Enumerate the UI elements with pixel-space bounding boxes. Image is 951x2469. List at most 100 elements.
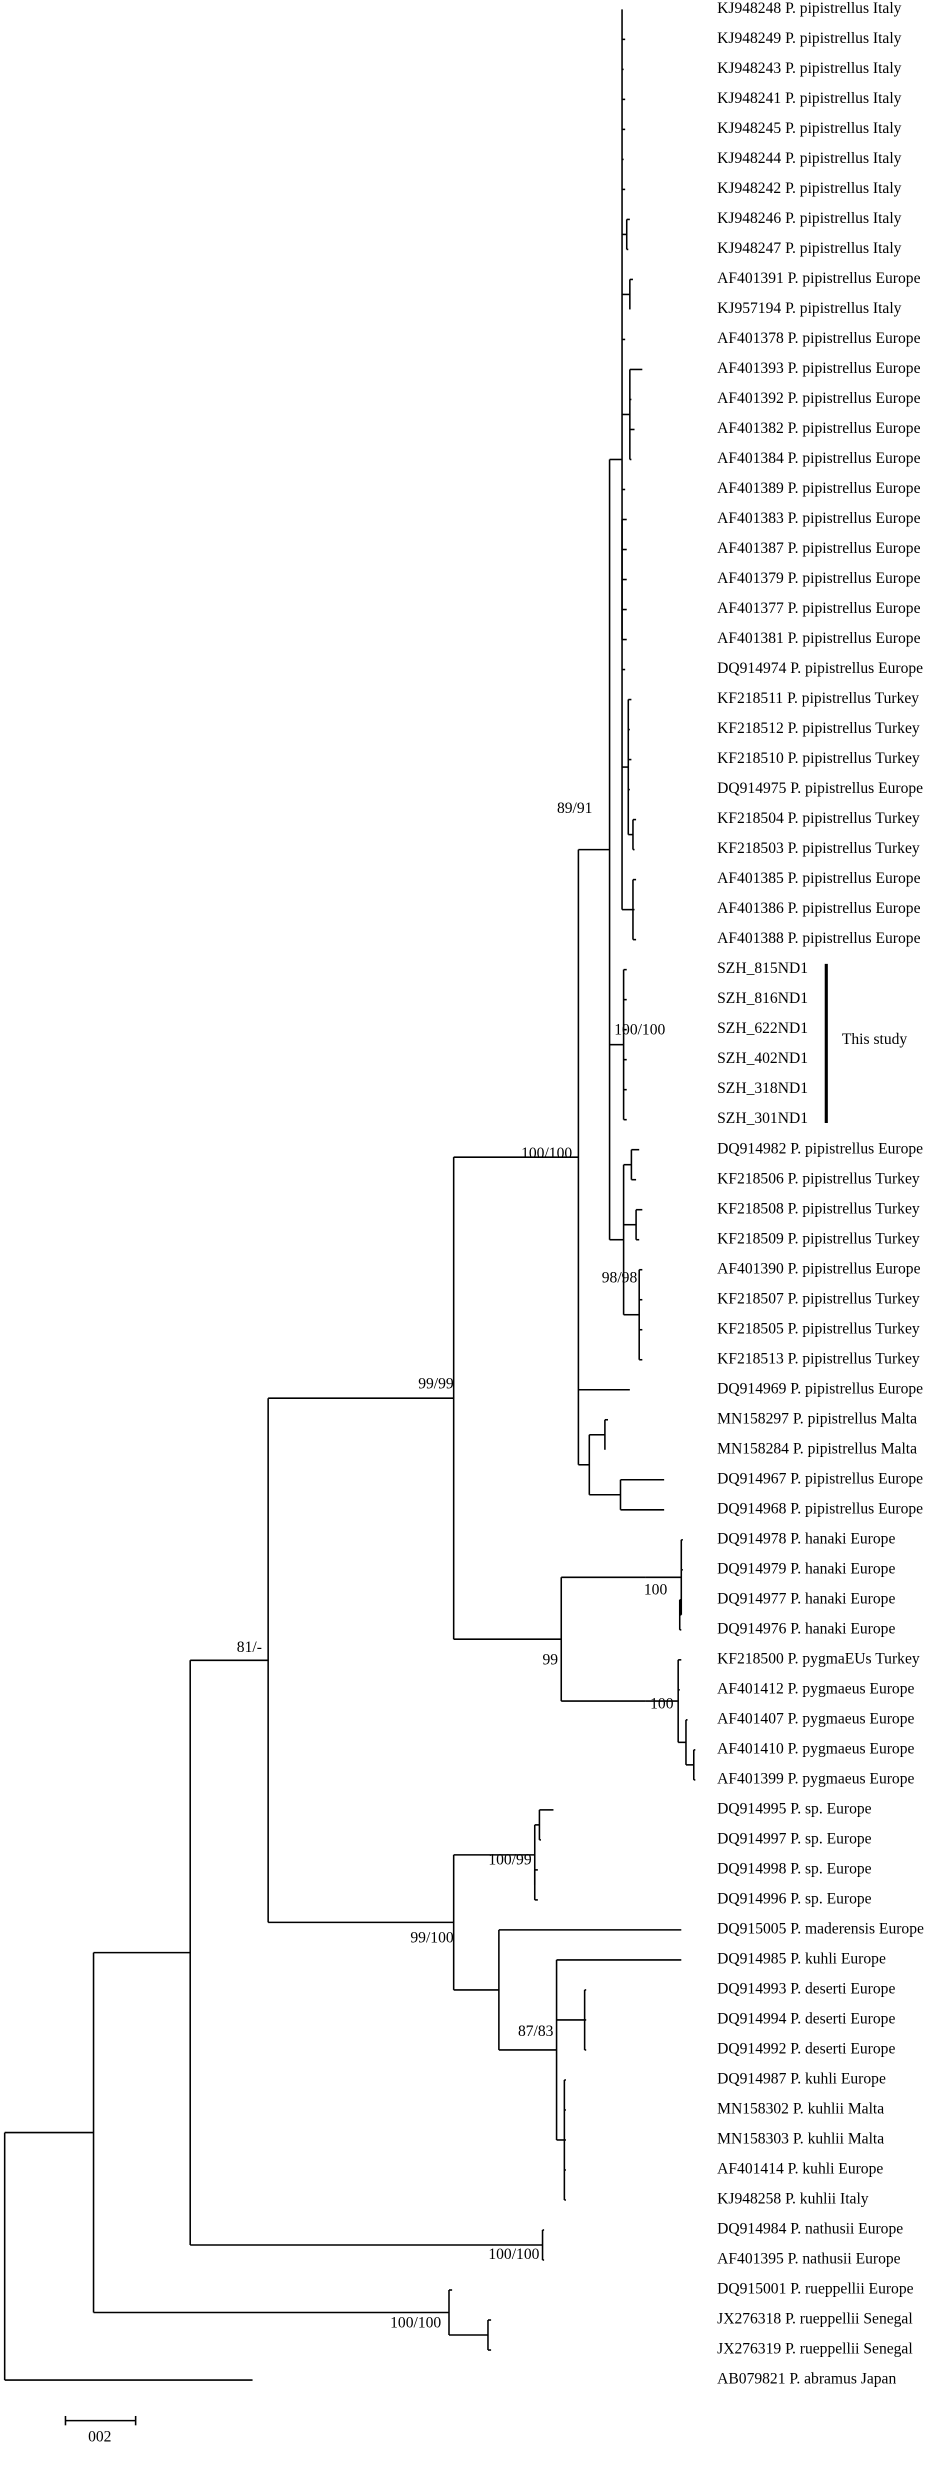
leaf-label: DQ914978 P. hanaki Europe xyxy=(717,1530,895,1547)
leaf-label: DQ915001 P. rueppellii Europe xyxy=(717,2281,913,2298)
leaf-label: AF401382 P. pipistrellus Europe xyxy=(717,420,920,437)
leaf-label: AF401387 P. pipistrellus Europe xyxy=(717,540,920,557)
leaf-label: AF401390 P. pipistrellus Europe xyxy=(717,1260,920,1277)
leaf-label: DQ914976 P. hanaki Europe xyxy=(717,1620,895,1637)
support-label: 81/- xyxy=(237,1639,262,1656)
leaf-label: AF401379 P. pipistrellus Europe xyxy=(717,570,920,587)
leaf-label: DQ914967 P. pipistrellus Europe xyxy=(717,1470,923,1487)
leaf-label: KJ948241 P. pipistrellus Italy xyxy=(717,90,902,107)
leaf-label: KJ957194 P. pipistrellus Italy xyxy=(717,300,902,317)
scale-bar-label: 002 xyxy=(88,2428,111,2445)
leaf-label: DQ914974 P. pipistrellus Europe xyxy=(717,660,923,677)
leaf-label: KF218511 P. pipistrellus Turkey xyxy=(717,690,919,707)
support-label: 89/91 xyxy=(557,800,592,817)
support-label: 100/100 xyxy=(521,1145,572,1162)
leaf-label: KF218509 P. pipistrellus Turkey xyxy=(717,1230,920,1247)
leaf-label: AB079821 P. abramus Japan xyxy=(717,2371,896,2388)
leaf-label: MN158303 P. kuhlii Malta xyxy=(717,2131,884,2148)
leaf-label: KF218507 P. pipistrellus Turkey xyxy=(717,1290,920,1307)
support-label: 99/100 xyxy=(410,1929,453,1946)
support-label: 99/99 xyxy=(418,1376,454,1393)
leaf-label: AF401399 P. pygmaeus Europe xyxy=(717,1770,914,1787)
leaf-label: DQ914975 P. pipistrellus Europe xyxy=(717,780,923,797)
leaf-label: DQ914997 P. sp. Europe xyxy=(717,1830,872,1847)
support-label: 98/98 xyxy=(602,1270,638,1287)
leaf-label: DQ914987 P. kuhli Europe xyxy=(717,2071,886,2088)
leaf-label: AF401385 P. pipistrellus Europe xyxy=(717,870,920,887)
leaf-label: AF401378 P. pipistrellus Europe xyxy=(717,330,920,347)
leaf-label: DQ914994 P. deserti Europe xyxy=(717,2011,895,2028)
support-label: 100/99 xyxy=(488,1851,531,1868)
leaf-label: JX276318 P. rueppellii Senegal xyxy=(717,2311,913,2328)
support-label: 100/100 xyxy=(614,1022,665,1039)
leaf-label: KF218505 P. pipistrellus Turkey xyxy=(717,1320,920,1337)
leaf-label: DQ914977 P. hanaki Europe xyxy=(717,1590,895,1607)
leaf-label: DQ914984 P. nathusii Europe xyxy=(717,2221,903,2238)
leaf-label: AF401393 P. pipistrellus Europe xyxy=(717,360,920,377)
support-label: 100/100 xyxy=(390,2315,441,2332)
support-label: 100/100 xyxy=(488,2246,539,2263)
leaf-label: AF401383 P. pipistrellus Europe xyxy=(717,510,920,527)
leaf-label: KF218506 P. pipistrellus Turkey xyxy=(717,1170,920,1187)
leaf-label: AF401407 P. pygmaeus Europe xyxy=(717,1710,914,1727)
leaf-labels: KJ948248 P. pipistrellus Italy KJ948249 P… xyxy=(717,0,924,2388)
leaf-label: KF218513 P. pipistrellus Turkey xyxy=(717,1350,920,1367)
leaf-label: AF401388 P. pipistrellus Europe xyxy=(717,930,920,947)
leaf-label: AF401389 P. pipistrellus Europe xyxy=(717,480,920,497)
leaf-label: AF401381 P. pipistrellus Europe xyxy=(717,630,920,647)
leaf-label: KJ948249 P. pipistrellus Italy xyxy=(717,30,902,47)
leaf-label: KF218508 P. pipistrellus Turkey xyxy=(717,1200,920,1217)
leaf-label: KF218512 P. pipistrellus Turkey xyxy=(717,720,920,737)
tree-branches xyxy=(3,9,696,2381)
leaf-label: AF401377 P. pipistrellus Europe xyxy=(717,600,920,617)
leaf-label: DQ915005 P. maderensis Europe xyxy=(717,1920,924,1937)
annotation: This study xyxy=(842,1031,908,1048)
support-label: 87/83 xyxy=(518,2023,554,2040)
leaf-label: AF401414 P. kuhli Europe xyxy=(717,2161,883,2178)
leaf-label: KF218504 P. pipistrellus Turkey xyxy=(717,810,920,827)
leaf-label: KJ948258 P. kuhlii Italy xyxy=(717,2191,869,2208)
leaf-label: KF218510 P. pipistrellus Turkey xyxy=(717,750,920,767)
leaf-label: SZH_816ND1 xyxy=(717,990,808,1007)
leaf-label: AF401410 P. pygmaeus Europe xyxy=(717,1740,914,1757)
leaf-label: AF401386 P. pipistrellus Europe xyxy=(717,900,920,917)
leaf-label: DQ914985 P. kuhli Europe xyxy=(717,1950,886,1967)
leaf-label: KJ948242 P. pipistrellus Italy xyxy=(717,180,902,197)
leaf-label: MN158284 P. pipistrellus Malta xyxy=(717,1440,917,1457)
leaf-label: KJ948247 P. pipistrellus Italy xyxy=(717,240,902,257)
leaf-label: DQ914995 P. sp. Europe xyxy=(717,1800,872,1817)
leaf-label: AF401384 P. pipistrellus Europe xyxy=(717,450,920,467)
support-label: 100 xyxy=(650,1695,674,1712)
leaf-label: DQ914968 P. pipistrellus Europe xyxy=(717,1500,923,1517)
leaf-label: KF218503 P. pipistrellus Turkey xyxy=(717,840,920,857)
leaf-label: KF218500 P. pygmaEUs Turkey xyxy=(717,1650,920,1667)
leaf-label: KJ948246 P. pipistrellus Italy xyxy=(717,210,902,227)
leaf-label: KJ948245 P. pipistrellus Italy xyxy=(717,120,902,137)
leaf-label: SZH_402ND1 xyxy=(717,1050,808,1067)
leaf-label: SZH_815ND1 xyxy=(717,960,808,977)
support-label: 99 xyxy=(543,1652,559,1669)
leaf-label: SZH_301ND1 xyxy=(717,1110,808,1127)
leaf-label: DQ914969 P. pipistrellus Europe xyxy=(717,1380,923,1397)
leaf-label: DQ914979 P. hanaki Europe xyxy=(717,1560,895,1577)
leaf-label: DQ914998 P. sp. Europe xyxy=(717,1860,872,1877)
leaf-label: AF401412 P. pygmaeus Europe xyxy=(717,1680,914,1697)
leaf-label: SZH_318ND1 xyxy=(717,1080,808,1097)
leaf-label: MN158297 P. pipistrellus Malta xyxy=(717,1410,917,1427)
leaf-label: AF401392 P. pipistrellus Europe xyxy=(717,390,920,407)
leaf-label: KJ948248 P. pipistrellus Italy xyxy=(717,0,902,17)
leaf-label: AF401391 P. pipistrellus Europe xyxy=(717,270,920,287)
leaf-label: JX276319 P. rueppellii Senegal xyxy=(717,2341,913,2358)
support-label: 100 xyxy=(644,1581,668,1598)
leaf-label: DQ914982 P. pipistrellus Europe xyxy=(717,1140,923,1157)
leaf-label: DQ914992 P. deserti Europe xyxy=(717,2041,895,2058)
leaf-label: MN158302 P. kuhlii Malta xyxy=(717,2101,884,2118)
leaf-label: DQ914996 P. sp. Europe xyxy=(717,1890,872,1907)
leaf-label: SZH_622ND1 xyxy=(717,1020,808,1037)
leaf-label: KJ948244 P. pipistrellus Italy xyxy=(717,150,902,167)
leaf-label: AF401395 P. nathusii Europe xyxy=(717,2251,901,2268)
leaf-label: DQ914993 P. deserti Europe xyxy=(717,1980,895,1997)
leaf-label: KJ948243 P. pipistrellus Italy xyxy=(717,60,902,77)
